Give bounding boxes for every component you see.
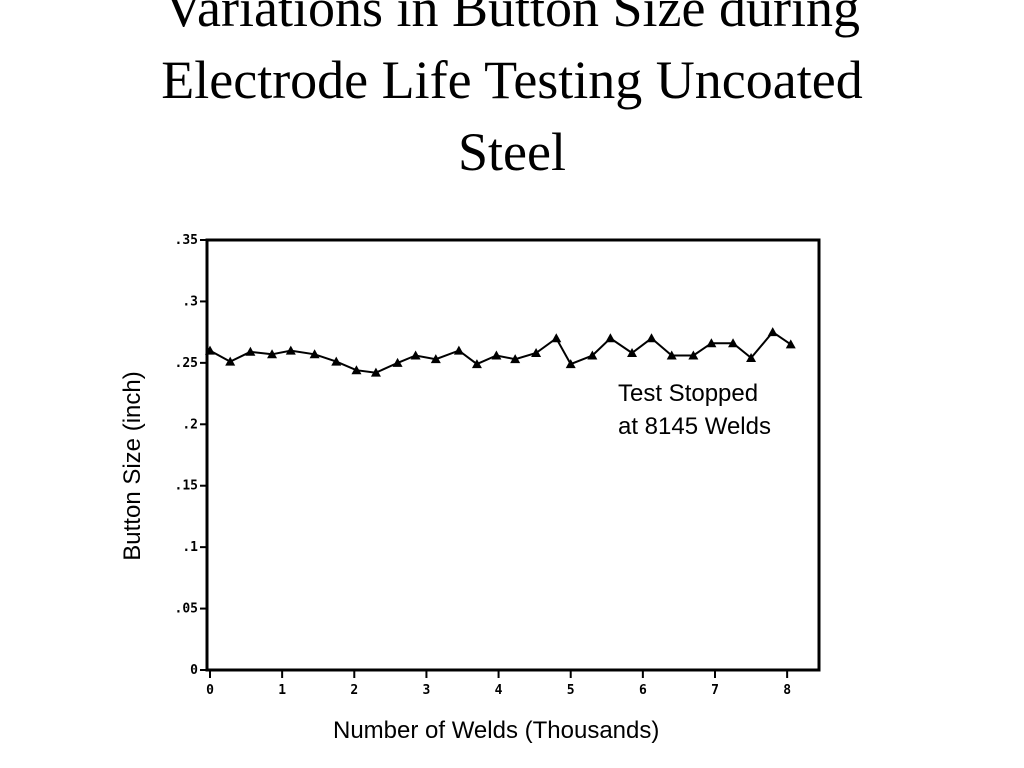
data-point-marker	[565, 359, 576, 369]
data-point-marker	[587, 350, 598, 360]
x-tick-label: 8	[783, 683, 791, 698]
x-tick-label: 2	[350, 683, 358, 698]
y-tick-label: .3	[182, 294, 198, 309]
data-point-marker	[309, 349, 320, 359]
data-point-marker	[453, 345, 464, 355]
annotation-line: Test Stopped	[618, 380, 759, 407]
y-tick-label: .1	[182, 540, 198, 555]
slide-title: Variations in Button Size during Electro…	[0, 0, 1024, 188]
test-stopped-annotation: Test Stopped at 8145 Welds	[618, 377, 771, 443]
data-point-marker	[225, 356, 236, 366]
data-point-marker	[245, 346, 256, 356]
x-tick-label: 7	[711, 683, 719, 698]
series-markers	[205, 327, 796, 377]
title-line: Steel	[458, 122, 566, 182]
title-line: Variations in Button Size during	[164, 0, 860, 38]
x-tick-label: 0	[206, 683, 214, 698]
y-axis: 0 .05 .1 .15 .2 .25 .3 .35	[175, 233, 207, 678]
data-point-marker	[646, 333, 657, 343]
data-point-marker	[351, 365, 362, 375]
y-axis-label: Button Size (inch)	[119, 371, 146, 561]
x-tick-label: 4	[495, 683, 503, 698]
x-axis-label: Number of Welds (Thousands)	[333, 717, 660, 744]
data-point-marker	[551, 333, 562, 343]
data-point-marker	[331, 356, 342, 366]
y-tick-label: .15	[175, 479, 198, 494]
data-point-marker	[627, 348, 638, 358]
data-point-marker	[267, 349, 278, 359]
title-line: Electrode Life Testing Uncoated	[161, 50, 863, 110]
x-tick-label: 3	[423, 683, 431, 698]
data-point-marker	[688, 350, 699, 360]
data-point-marker	[785, 339, 796, 349]
data-point-marker	[471, 359, 482, 369]
x-tick-label: 1	[278, 683, 286, 698]
data-point-marker	[605, 333, 616, 343]
data-point-marker	[491, 350, 502, 360]
data-point-marker	[767, 327, 778, 337]
data-point-marker	[410, 350, 421, 360]
x-tick-label: 6	[639, 683, 647, 698]
x-axis: 0 1 2 3 4 5 6 7 8	[206, 670, 791, 698]
series-line	[209, 330, 792, 374]
data-point-marker	[285, 345, 296, 355]
y-tick-label: .25	[175, 356, 198, 371]
data-point-marker	[510, 354, 521, 364]
data-point-marker	[370, 367, 381, 377]
x-tick-label: 5	[567, 683, 575, 698]
data-point-marker	[205, 345, 215, 355]
data-point-marker	[728, 338, 739, 348]
y-tick-label: .35	[175, 233, 198, 248]
data-point-marker	[430, 354, 441, 364]
annotation-line: at 8145 Welds	[618, 413, 771, 440]
data-point-marker	[746, 352, 757, 362]
data-point-marker	[666, 350, 677, 360]
data-point-marker	[706, 338, 717, 348]
data-point-marker	[531, 348, 542, 358]
plot-frame	[205, 238, 821, 672]
y-tick-label: 0	[190, 663, 198, 678]
y-tick-label: .05	[175, 602, 198, 617]
data-point-marker	[392, 357, 403, 367]
y-tick-label: .2	[182, 417, 198, 432]
